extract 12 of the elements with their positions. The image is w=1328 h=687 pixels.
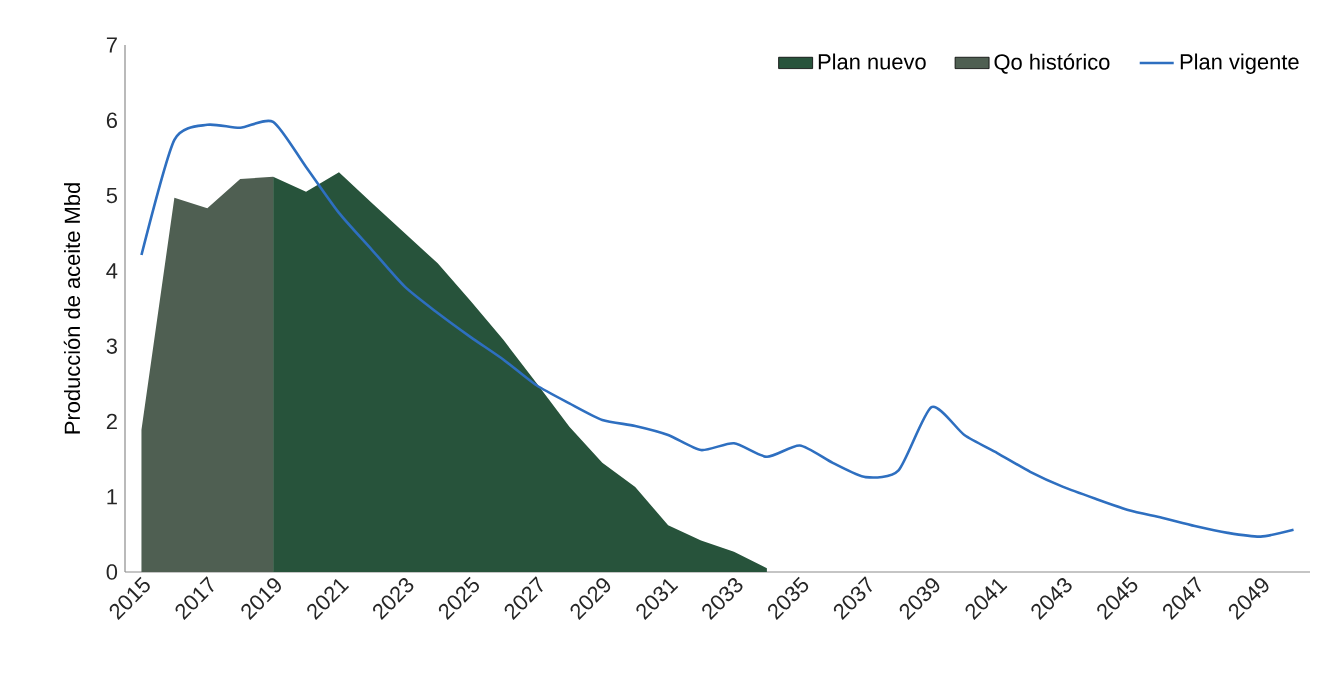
y-tick-label: 7 — [106, 37, 117, 53]
y-tick-label: 1 — [107, 489, 117, 505]
y-axis-title: Producción de aceite Mbd — [63, 183, 81, 434]
line-series — [140, 120, 1295, 538]
y-tick-label: 4 — [106, 263, 118, 279]
y-tick-label: 2 — [106, 413, 117, 430]
y-tick-label: 6 — [106, 112, 117, 129]
legend-label: Plan vigente — [1180, 53, 1299, 74]
legend-label: Plan nuevo — [818, 53, 926, 70]
y-tick-label: 3 — [106, 338, 117, 354]
legend-label: Qo histórico — [994, 53, 1110, 74]
y-tick-label: 5 — [106, 187, 118, 204]
